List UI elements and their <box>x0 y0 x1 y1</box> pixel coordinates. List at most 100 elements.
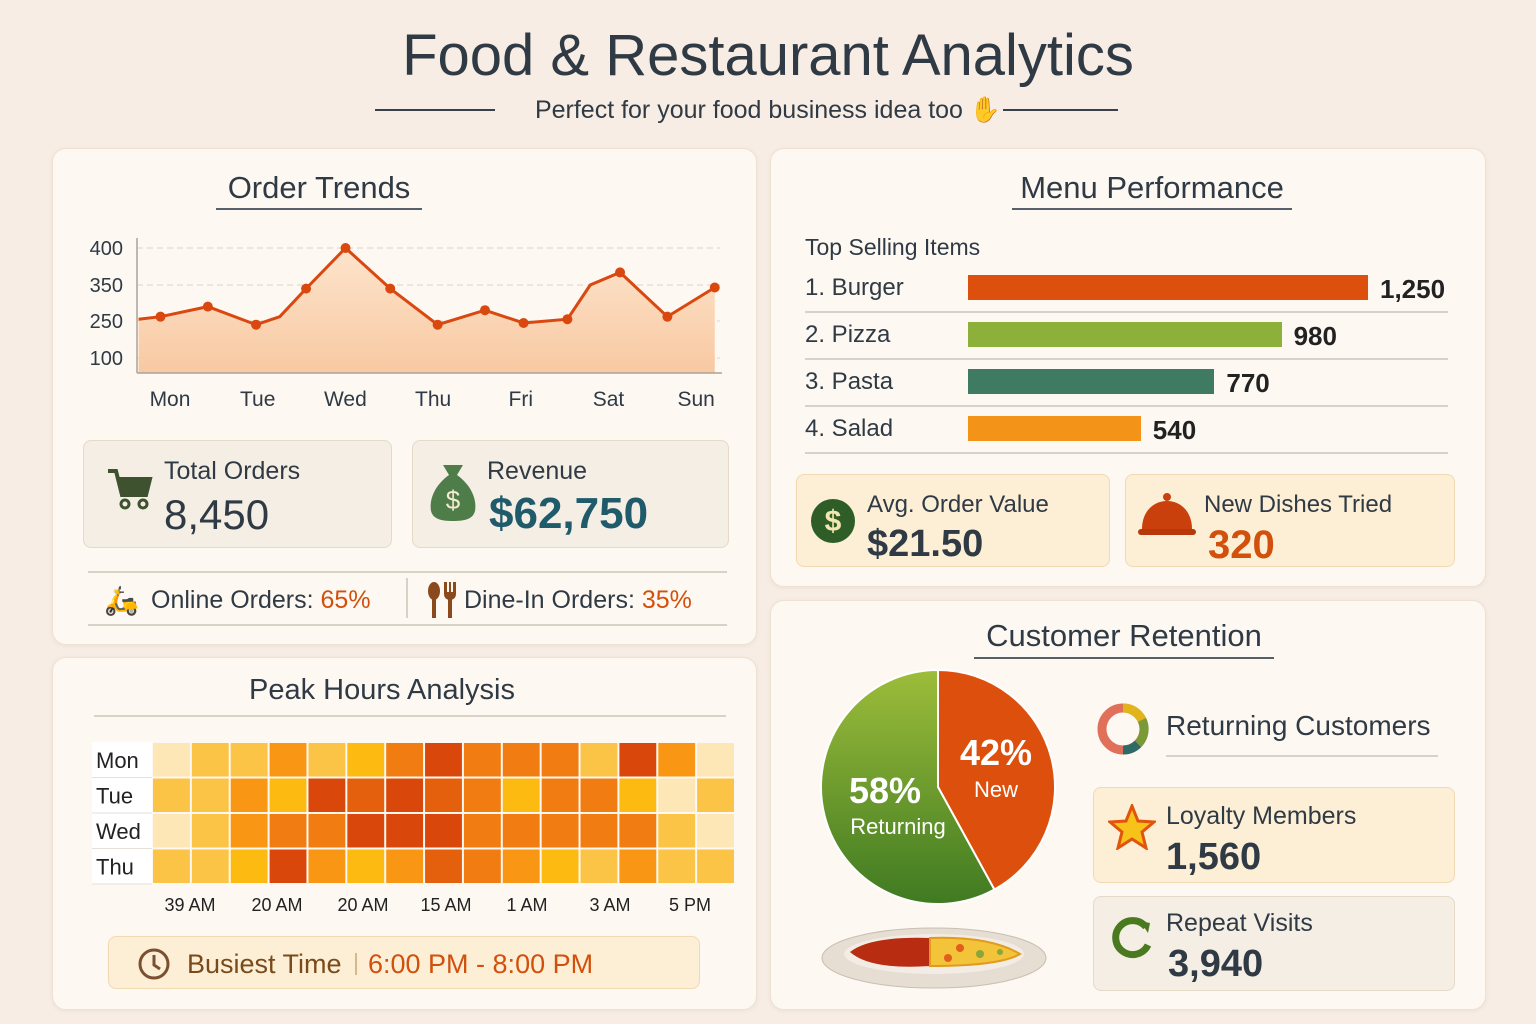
divider <box>805 358 1448 360</box>
heatmap-cell <box>541 778 579 812</box>
x-tick-label: Sat <box>593 388 625 411</box>
pie-label-returning: Returning <box>850 814 945 839</box>
heatmap-cell <box>386 743 424 777</box>
heatmap-cell <box>697 849 734 883</box>
heatmap-cell <box>541 743 579 777</box>
heatmap-cell <box>386 778 424 812</box>
x-tick-label: 20 AM <box>251 895 302 915</box>
svg-text:$: $ <box>446 485 461 515</box>
cloche-icon <box>1138 493 1196 535</box>
order-trends-title: Order Trends <box>227 170 411 205</box>
shopping-cart-icon <box>108 469 153 510</box>
x-tick-label: Wed <box>324 388 367 411</box>
heatmap-cell <box>502 743 540 777</box>
total-orders-card: Total Orders 8,450 <box>83 440 392 548</box>
x-tick-label: 39 AM <box>164 895 215 915</box>
x-tick-label: 15 AM <box>420 895 471 915</box>
total-orders-value: 8,450 <box>164 491 270 538</box>
heatmap-cell <box>191 743 229 777</box>
heatmap-cell <box>347 814 385 848</box>
subtitle-text: Perfect for your food business idea too <box>534 96 963 124</box>
menu-bar-value: 980 <box>1293 321 1337 351</box>
page-title: Food & Restaurant Analytics <box>402 23 1134 88</box>
title-underline <box>974 657 1274 659</box>
heatmap-cell <box>619 814 657 848</box>
area-fill <box>138 248 715 373</box>
retention-pie-chart: 42% New 58% Returning <box>820 668 1056 905</box>
busiest-time-value: 6:00 PM - 8:00 PM <box>368 949 594 979</box>
x-tick-label: Thu <box>415 388 451 411</box>
order-trends-panel <box>52 148 757 645</box>
row-label: Tue <box>96 784 133 809</box>
heatmap-cell <box>502 778 540 812</box>
heatmap-cell <box>269 814 307 848</box>
y-tick-label: 250 <box>90 311 123 333</box>
menu-bar <box>968 369 1215 394</box>
heatmap-cell <box>425 778 462 812</box>
divider <box>1003 109 1118 111</box>
pie-label-new-percent: 42% <box>960 732 1032 773</box>
online-orders-label: Online Orders: <box>151 586 314 614</box>
avg-order-label: Avg. Order Value <box>867 491 1049 518</box>
x-tick-label: 5 PM <box>669 895 711 915</box>
heatmap-cell <box>347 849 385 883</box>
raised-hand-icon: ✋ <box>969 96 1002 124</box>
heatmap-cell <box>580 743 618 777</box>
divider <box>88 624 727 626</box>
heatmap-cell <box>308 814 346 848</box>
dollar-coin-icon: $ <box>811 499 855 543</box>
repeat-icon <box>1112 917 1152 959</box>
heatmap-cell <box>269 849 307 883</box>
data-point <box>562 314 573 325</box>
heatmap-cell <box>153 849 190 883</box>
online-orders-stat: Online Orders: 65% <box>151 586 371 615</box>
heatmap-cell <box>658 743 696 777</box>
heatmap-cell <box>308 778 346 812</box>
heatmap-cell <box>230 849 268 883</box>
heatmap-cell <box>697 778 734 812</box>
loyalty-members-label: Loyalty Members <box>1166 802 1357 830</box>
star-icon <box>1108 804 1156 850</box>
avg-order-value: $21.50 <box>867 523 984 565</box>
x-tick-label: Mon <box>150 388 191 411</box>
dinein-orders-value: 35% <box>641 586 692 614</box>
menu-bar-value: 540 <box>1152 415 1197 445</box>
heatmap-cell <box>619 778 657 812</box>
x-tick-label: 1 AM <box>506 895 547 915</box>
x-tick-label: 20 AM <box>337 895 388 915</box>
data-point <box>301 283 312 294</box>
heatmap-cell <box>580 814 618 848</box>
heatmap-cell <box>580 778 618 812</box>
money-bag-icon: $ <box>430 465 476 521</box>
data-point <box>709 282 720 293</box>
y-tick-label: 400 <box>90 238 123 260</box>
busiest-time-label: Busiest Time <box>187 949 342 979</box>
pie-label-returning-percent: 58% <box>849 770 921 811</box>
pie-slice <box>820 668 996 905</box>
menu-bar-value: 770 <box>1226 368 1270 398</box>
dinein-orders-stat: Dine-In Orders: 35% <box>464 586 692 615</box>
heatmap-cell <box>386 814 424 848</box>
heatmap-cell <box>619 849 657 883</box>
heatmap-cell <box>269 778 307 812</box>
loyalty-members-value: 1,560 <box>1166 836 1262 878</box>
trend-line <box>138 245 716 327</box>
x-tick-label: Fri <box>509 388 534 411</box>
revenue-label: Revenue <box>487 457 588 485</box>
divider <box>1166 755 1438 757</box>
heatmap-cell <box>658 849 696 883</box>
data-point <box>155 311 166 322</box>
data-point <box>385 283 396 294</box>
repeat-visits-label: Repeat Visits <box>1166 909 1313 937</box>
heatmap-cell <box>230 778 268 812</box>
menu-item-label: 4. Salad <box>805 415 894 442</box>
utensils-icon <box>428 582 456 618</box>
heatmap-cell <box>541 849 579 883</box>
heatmap-cell <box>230 814 268 848</box>
busiest-time-banner: Busiest Time 6:00 PM - 8:00 PM <box>108 936 700 989</box>
heatmap-cell <box>463 778 501 812</box>
heatmap-cell <box>191 849 229 883</box>
heatmap-cell <box>697 743 734 777</box>
heatmap-cell <box>502 814 540 848</box>
new-dishes-label: New Dishes Tried <box>1204 491 1393 518</box>
